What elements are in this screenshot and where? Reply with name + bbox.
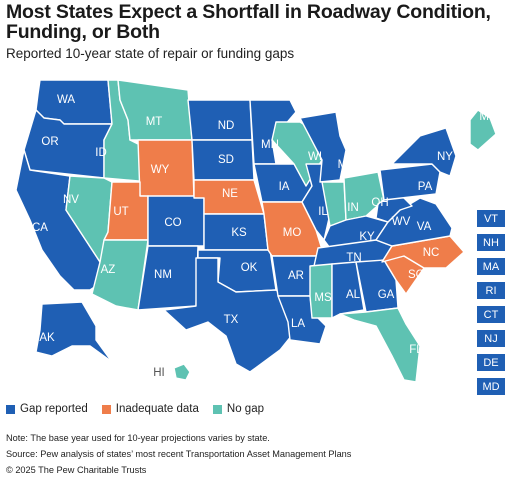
- state-label-wv: WV: [392, 216, 411, 228]
- state-label-tx: TX: [224, 314, 239, 326]
- small-state-box-md: MD: [477, 378, 505, 395]
- state-ak: [35, 301, 113, 363]
- state-pa: [379, 163, 441, 201]
- legend-label-inadequate: Inadequate data: [115, 403, 199, 415]
- state-fl: [339, 307, 421, 383]
- state-label-in: IN: [347, 202, 359, 214]
- state-al: [331, 261, 365, 319]
- state-label-wy: WY: [151, 164, 170, 176]
- state-ga: [355, 259, 399, 313]
- note: Note: The base year used for 10-year pro…: [6, 433, 270, 443]
- state-label-mo: MO: [283, 227, 302, 239]
- state-tx: [163, 257, 297, 373]
- small-state-box-ri: RI: [477, 282, 505, 299]
- state-ms: [309, 263, 333, 319]
- state-label-ms: MS: [314, 292, 332, 304]
- state-label-me: ME: [479, 111, 497, 123]
- legend-item-inadequate: Inadequate data: [101, 403, 199, 415]
- state-label-or: OR: [41, 136, 58, 148]
- us-map: WA OR CA ID NV MT WY UT AZ CO NM ND SD NE KS OK TX MN IA MO…: [15, 79, 497, 383]
- state-label-fl: FL: [409, 344, 423, 356]
- small-state-box-de: DE: [477, 354, 505, 371]
- state-label-ny: NY: [437, 151, 453, 163]
- state-label-id: ID: [95, 147, 107, 159]
- state-label-mi: MI: [338, 159, 351, 171]
- state-label-nm: NM: [154, 269, 172, 281]
- state-label-sc: SC: [408, 269, 424, 281]
- small-state-box-ma: MA: [477, 258, 505, 275]
- state-shapes: [15, 79, 497, 383]
- state-label-ut: UT: [113, 206, 128, 218]
- state-label-va: VA: [417, 221, 432, 233]
- state-label-nd: ND: [218, 120, 235, 132]
- state-label-sd: SD: [218, 154, 234, 166]
- map-subtitle: Reported 10-year state of repair or fund…: [6, 46, 295, 61]
- state-oh: [343, 171, 385, 221]
- state-label-wi: WI: [308, 151, 322, 163]
- state-label-mn: MN: [261, 139, 279, 151]
- source: Source: Pew analysis of states’ most rec…: [6, 449, 352, 459]
- state-label-la: LA: [291, 318, 305, 330]
- legend-label-nogap: No gap: [226, 403, 264, 415]
- state-label-ky: KY: [359, 231, 375, 243]
- legend-label-gap: Gap reported: [20, 403, 88, 415]
- copyright: © 2025 The Pew Charitable Trusts: [6, 465, 147, 475]
- state-label-ne: NE: [222, 188, 238, 200]
- small-state-box-nj: NJ: [477, 330, 505, 347]
- small-state-box-ct: CT: [477, 306, 505, 323]
- state-label-co: CO: [164, 217, 181, 229]
- state-label-ia: IA: [279, 181, 290, 193]
- state-me: [469, 109, 497, 151]
- state-label-hi: HI: [153, 367, 165, 379]
- legend-swatch-gap: [6, 404, 15, 414]
- state-label-tn: TN: [346, 252, 361, 264]
- state-label-ks: KS: [231, 227, 247, 239]
- state-label-ak: AK: [39, 332, 55, 344]
- state-label-oh: OH: [371, 197, 388, 209]
- legend-swatch-inadequate: [101, 404, 111, 414]
- state-label-ga: GA: [378, 289, 395, 301]
- state-mi: [299, 111, 347, 183]
- legend-item-nogap: No gap: [212, 403, 264, 415]
- map-title: Most States Expect a Shortfall in Roadwa…: [6, 1, 491, 43]
- small-state-box-nh: NH: [477, 234, 505, 251]
- state-label-az: AZ: [101, 264, 116, 276]
- legend-item-gap: Gap reported: [6, 403, 88, 415]
- state-label-pa: PA: [418, 181, 433, 193]
- state-labels: WA OR CA ID NV MT WY UT AZ CO NM ND SD NE KS OK TX MN IA MO…: [32, 94, 497, 379]
- state-label-nc: NC: [423, 247, 440, 259]
- state-ny: [391, 127, 457, 177]
- state-label-il: IL: [318, 206, 328, 218]
- legend-swatch-nogap: [212, 404, 222, 414]
- state-hi: [173, 363, 191, 381]
- legend: Gap reported Inadequate data No gap: [6, 403, 264, 415]
- state-label-al: AL: [346, 289, 361, 301]
- state-label-wa: WA: [57, 94, 75, 106]
- state-label-mt: MT: [146, 116, 163, 128]
- state-label-nv: NV: [63, 194, 79, 206]
- state-label-ar: AR: [288, 270, 304, 282]
- state-mt: [117, 79, 193, 141]
- state-label-ok: OK: [241, 262, 258, 274]
- state-label-ca: CA: [32, 222, 48, 234]
- small-state-box-vt: VT: [477, 210, 505, 227]
